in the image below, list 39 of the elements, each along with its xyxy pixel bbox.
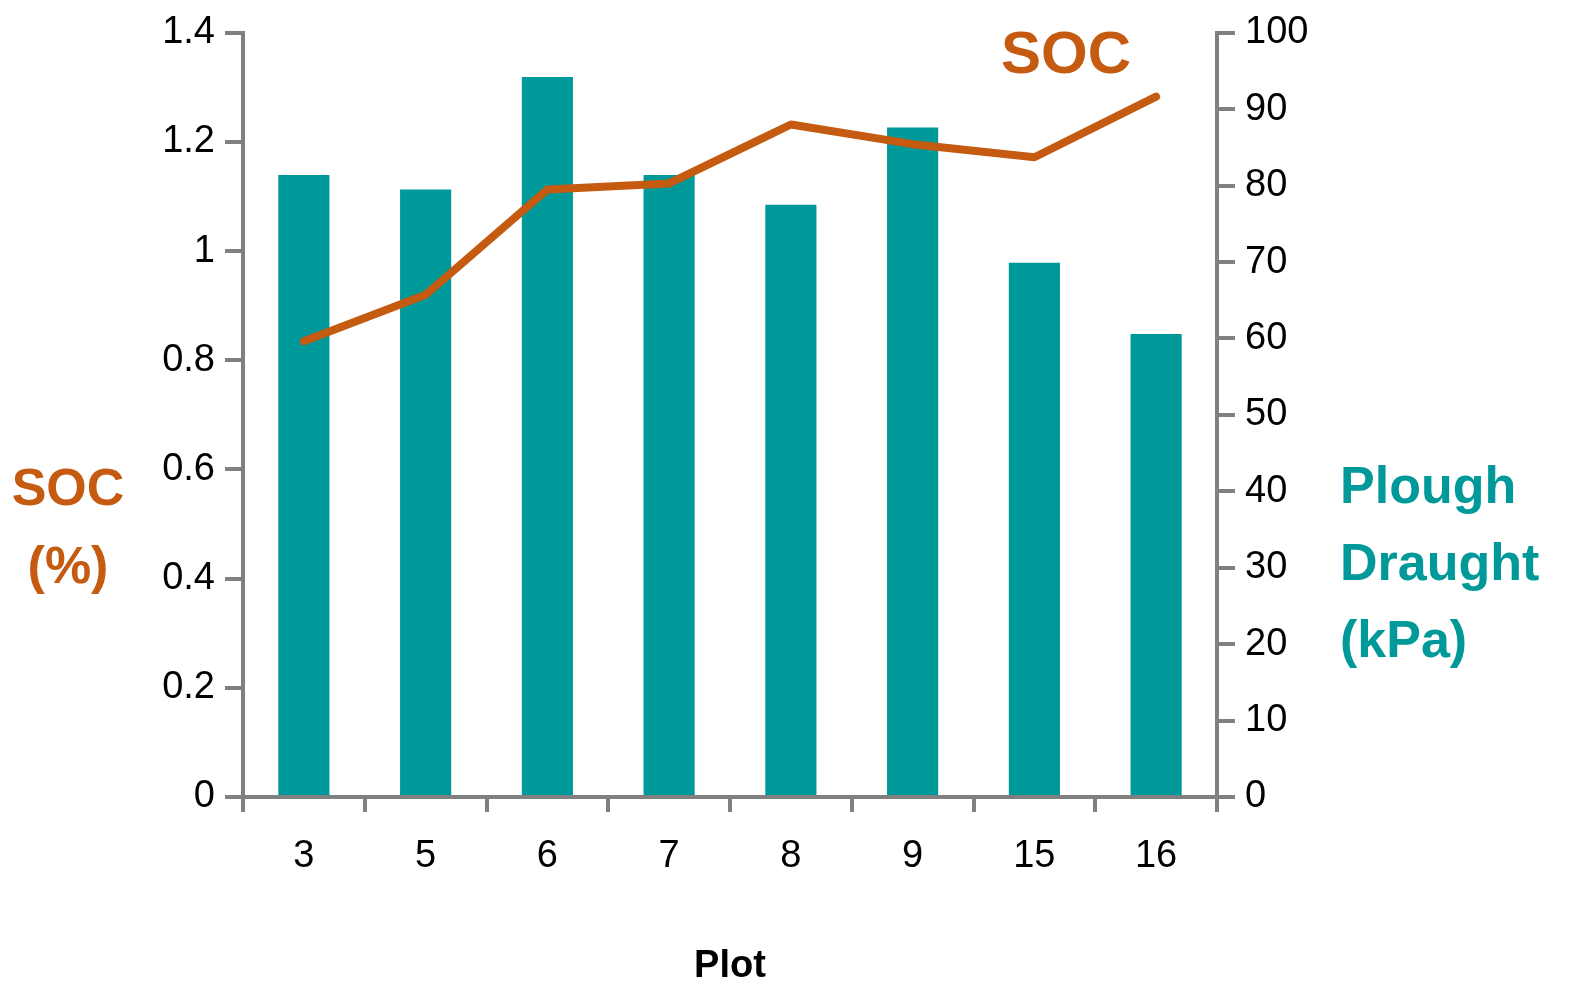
y2-tick-label: 80 [1245, 162, 1288, 205]
y2-tick-label: 30 [1245, 544, 1288, 587]
x-axis-title: Plot [694, 942, 767, 985]
y2-tick-label: 10 [1245, 697, 1288, 740]
y-tick-label: 1 [193, 227, 215, 270]
y-tick-label: 0 [193, 773, 215, 816]
x-tick-label: 16 [1134, 833, 1178, 876]
y-tick-label: 0.4 [162, 555, 215, 598]
bar [643, 174, 695, 795]
x-tick-label: 8 [780, 833, 802, 876]
y2-tick-label: 100 [1245, 9, 1309, 52]
bar [765, 204, 817, 795]
bar [887, 127, 939, 795]
y2-tick-label: 40 [1245, 467, 1288, 510]
y2-tick-label: 90 [1245, 85, 1288, 128]
y2-tick-label: 50 [1245, 391, 1288, 434]
bar [278, 174, 330, 795]
y2-tick-label: 20 [1245, 620, 1288, 663]
bar [521, 77, 573, 795]
y2-tick-label: 60 [1245, 314, 1288, 357]
y-tick-label: 0.6 [162, 445, 215, 488]
y-axis-title: SOC (%) [11, 458, 125, 595]
x-tick-label: 15 [1013, 833, 1056, 876]
bar [1130, 333, 1182, 795]
y2-tick-label: 0 [1245, 773, 1267, 816]
y2-tick-label: 70 [1245, 238, 1288, 281]
y-tick-label: 1.4 [162, 9, 215, 52]
bar [1008, 262, 1060, 795]
x-tick-label: 3 [293, 833, 315, 876]
x-tick-label: 7 [658, 833, 680, 876]
y2-axis-title: Plough Draught (kPa) [1340, 456, 1540, 669]
x-tick-label: 9 [902, 833, 924, 876]
y-tick-label: 0.8 [162, 336, 215, 379]
y-tick-label: 1.2 [162, 118, 215, 161]
x-tick-label: 5 [415, 833, 437, 876]
x-tick-label: 6 [536, 833, 558, 876]
bar [400, 189, 452, 795]
series-label: SOC [1001, 19, 1132, 87]
y-tick-label: 0.2 [162, 664, 215, 707]
